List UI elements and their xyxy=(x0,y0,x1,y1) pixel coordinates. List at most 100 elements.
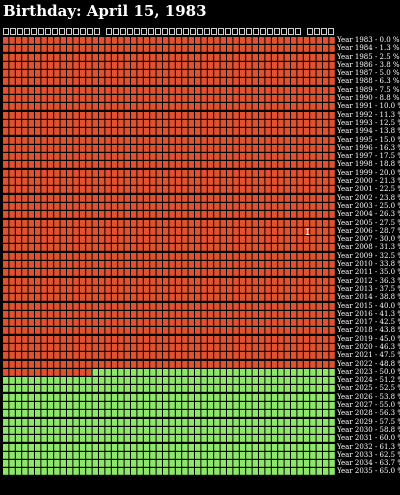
week-cell-lived xyxy=(92,352,98,360)
week-cell-lived xyxy=(246,86,252,94)
week-cell-lived xyxy=(175,153,182,160)
week-cell-future xyxy=(92,393,98,401)
week-cell-lived xyxy=(182,294,188,302)
week-cell-future xyxy=(99,418,105,426)
week-cell-lived xyxy=(188,335,194,343)
week-cell-lived xyxy=(195,178,201,185)
week-cell-future xyxy=(284,460,290,467)
week-cell-lived xyxy=(169,343,175,351)
week-cell-lived xyxy=(233,335,239,343)
week-cell-lived xyxy=(323,37,329,44)
week-cell-lived xyxy=(28,327,34,335)
week-cell-lived xyxy=(284,236,290,243)
week-cell-lived xyxy=(271,335,278,343)
week-cell-lived xyxy=(99,61,105,69)
week-cell-lived xyxy=(182,236,188,243)
week-cell-lived xyxy=(105,236,111,243)
week-cell-lived xyxy=(175,136,182,144)
week-cell-lived xyxy=(169,161,175,169)
week-cell-lived xyxy=(35,95,41,102)
week-cell-lived xyxy=(9,178,15,185)
week-cell-future xyxy=(67,402,73,409)
week-cell-lived xyxy=(79,169,86,177)
week-cell-future xyxy=(137,377,143,384)
legend-box xyxy=(31,27,37,35)
week-cell-lived xyxy=(252,327,258,335)
week-cell-lived xyxy=(265,319,271,326)
week-cell-future xyxy=(246,410,252,418)
week-cell-lived xyxy=(47,343,54,351)
week-cell-lived xyxy=(111,53,118,61)
week-cell-lived xyxy=(54,144,60,152)
week-cell-lived xyxy=(169,236,175,243)
week-cell-lived xyxy=(143,227,150,235)
week-cell-lived xyxy=(316,294,322,302)
week-cell-lived xyxy=(131,61,137,69)
week-cell-lived xyxy=(99,161,105,169)
week-cell-lived xyxy=(169,153,175,160)
week-cell-lived xyxy=(28,111,34,119)
week-cell-lived xyxy=(214,169,220,177)
week-cell-lived xyxy=(284,70,290,77)
week-cell-lived xyxy=(67,95,73,102)
week-cell-lived xyxy=(118,310,124,318)
week-cell-lived xyxy=(105,95,111,102)
week-cell-lived xyxy=(92,111,98,119)
week-cell-future xyxy=(182,443,188,451)
week-cell-future xyxy=(246,443,252,451)
week-cell-future xyxy=(131,460,137,467)
week-cell-lived xyxy=(67,119,73,127)
week-cell-lived xyxy=(207,335,214,343)
week-cell-lived xyxy=(163,61,169,69)
year-label: Year 1999 - 20.0 % xyxy=(337,168,400,177)
week-cell-lived xyxy=(214,186,220,194)
week-cell-lived xyxy=(252,294,258,302)
week-cell-lived xyxy=(233,45,239,53)
week-cell-lived xyxy=(156,236,162,243)
week-cell-future xyxy=(284,451,290,459)
week-cell-lived xyxy=(150,136,156,144)
week-cell-lived xyxy=(246,294,252,302)
week-cell-lived xyxy=(9,219,15,227)
week-cell-lived xyxy=(111,86,118,94)
week-cell-lived xyxy=(265,335,271,343)
week-cell-future xyxy=(291,468,297,476)
week-cell-future xyxy=(22,468,28,476)
week-cell-lived xyxy=(227,277,233,285)
week-cell-future xyxy=(79,460,86,467)
week-cell-future xyxy=(316,410,322,418)
week-cell-lived xyxy=(73,261,79,268)
year-label: Year 1986 - 3.8 % xyxy=(337,60,400,69)
week-cell-lived xyxy=(316,244,322,252)
week-cell-lived xyxy=(246,37,252,44)
week-cell-lived xyxy=(54,70,60,77)
week-cell-future xyxy=(259,426,265,434)
week-cell-lived xyxy=(239,352,246,360)
week-cell-lived xyxy=(246,144,252,152)
week-cells xyxy=(3,402,335,409)
week-cell-lived xyxy=(239,119,246,127)
week-cell-future xyxy=(259,368,265,376)
week-cell-lived xyxy=(201,269,207,277)
week-cell-lived xyxy=(22,236,28,243)
week-cell-lived xyxy=(227,244,233,252)
week-cell-lived xyxy=(195,45,201,53)
week-cell-lived xyxy=(137,244,143,252)
week-cell-future xyxy=(118,460,124,467)
week-cell-future xyxy=(303,402,310,409)
week-cell-lived xyxy=(105,86,111,94)
week-cell-lived xyxy=(329,144,335,152)
week-cell-lived xyxy=(182,319,188,326)
week-cell-lived xyxy=(169,45,175,53)
week-cell-lived xyxy=(22,343,28,351)
week-cell-future xyxy=(92,385,98,393)
week-cell-lived xyxy=(163,261,169,268)
week-cell-future xyxy=(303,468,310,476)
week-cell-lived xyxy=(201,144,207,152)
week-cell-lived xyxy=(227,128,233,136)
week-cell-lived xyxy=(291,219,297,227)
week-cell-lived xyxy=(3,219,9,227)
week-cell-future xyxy=(86,402,92,409)
week-cell-lived xyxy=(41,186,47,194)
week-cell-lived xyxy=(163,244,169,252)
